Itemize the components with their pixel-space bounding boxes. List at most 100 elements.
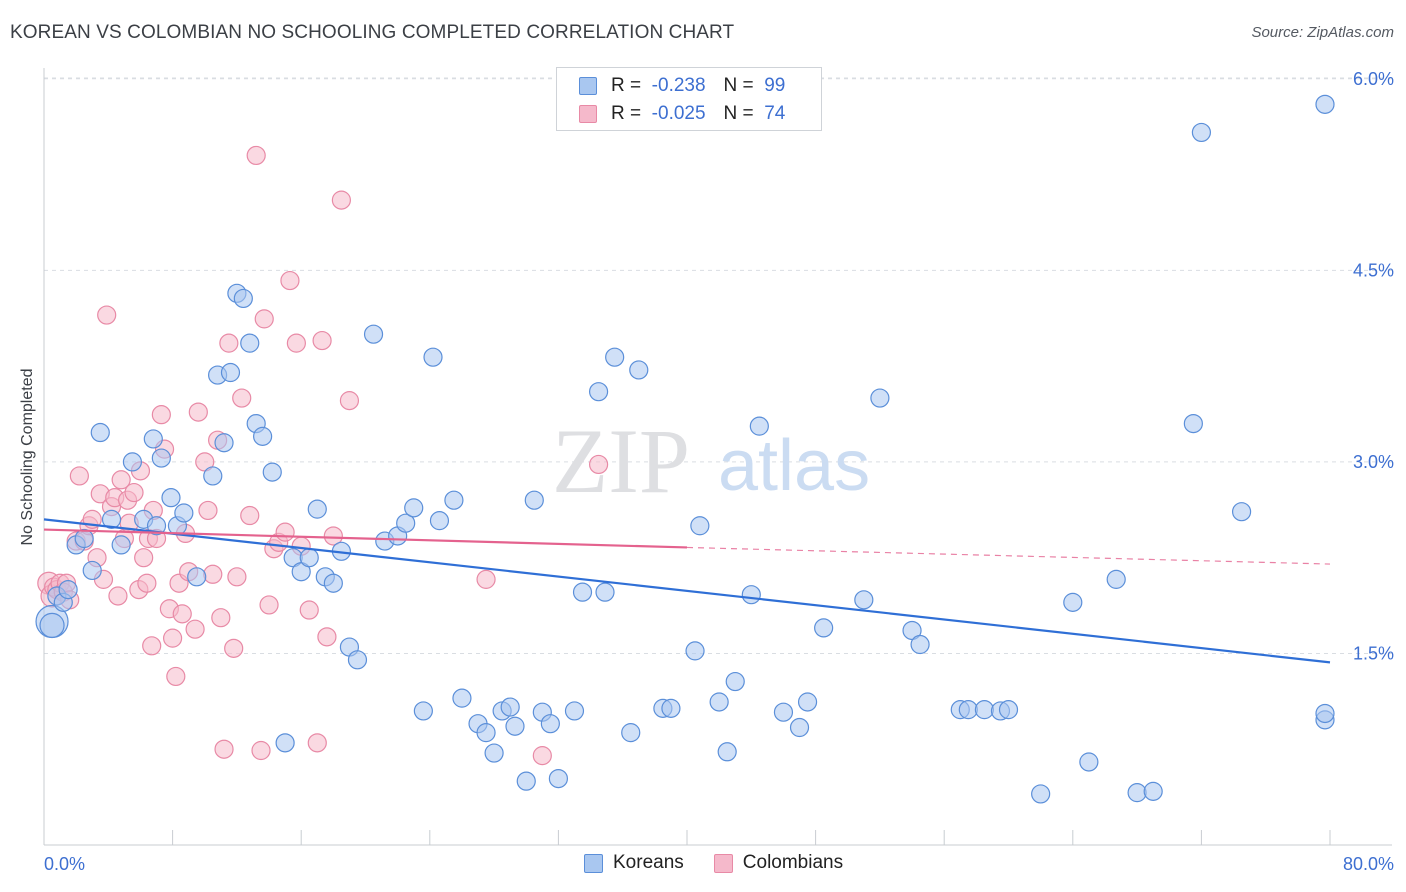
legend-row-koreans: R = -0.238 N = 99 (579, 74, 785, 98)
colombians-r-label: R = (611, 103, 642, 124)
korean-point (82, 560, 102, 581)
y-tick-label: 6.0% (1353, 69, 1394, 89)
colombian-point (211, 608, 231, 628)
colombians-legend-swatch (713, 853, 733, 873)
korean-point (323, 573, 343, 593)
colombian-point (111, 470, 131, 490)
grid-layer (44, 77, 1392, 654)
series-legend-colombians[interactable]: Colombians (713, 852, 844, 874)
y-tick-label: 4.5% (1353, 260, 1394, 280)
korean-point (725, 671, 745, 692)
korean-point (111, 535, 131, 555)
source-credit: Source: ZipAtlas.com (1251, 24, 1394, 41)
korean-point (101, 509, 122, 529)
colombian-point (134, 548, 154, 568)
korean-point (516, 771, 536, 791)
korean-point (39, 612, 65, 638)
series-legend-koreans[interactable]: Koreans (584, 852, 684, 874)
korean-point (233, 288, 253, 309)
colombian-point (280, 270, 300, 291)
korean-point (1315, 94, 1335, 114)
colombian-point (259, 595, 279, 615)
series-legend: Koreans Colombians (584, 852, 873, 874)
watermark-atlas: atlas (718, 426, 870, 506)
korean-point (220, 362, 241, 383)
colombians-trend-extension (686, 546, 1331, 565)
colombian-point (185, 619, 205, 639)
korean-point (214, 433, 234, 453)
colombian-point (214, 739, 234, 759)
colombian-point (232, 388, 252, 408)
colombian-point (172, 604, 192, 624)
korean-point (870, 388, 890, 408)
koreans-legend-label: Koreans (613, 852, 684, 873)
colombian-point (142, 636, 162, 656)
x-tick-label-max: 80.0% (1343, 854, 1394, 874)
colombian-point (198, 500, 218, 521)
colombian-point (254, 309, 274, 329)
colombians-legend-label: Colombians (742, 852, 844, 873)
korean-point (621, 723, 641, 743)
korean-point (429, 511, 450, 531)
x-tick-label-min: 0.0% (44, 854, 85, 874)
colombian-point (163, 628, 183, 648)
koreans-r-label: R = (611, 75, 642, 96)
colombian-point (151, 405, 171, 425)
korean-point (452, 688, 472, 708)
colombian-point (124, 482, 144, 503)
korean-point (588, 382, 609, 402)
korean-point (564, 701, 585, 721)
korean-point (910, 634, 930, 655)
watermark-zip: ZIP (552, 410, 690, 512)
colombian-point (227, 567, 247, 587)
korean-point (548, 768, 569, 789)
korean-point (404, 498, 424, 518)
korean-point (773, 702, 794, 722)
korean-point (74, 528, 94, 549)
korean-point (1143, 781, 1163, 801)
korean-point (690, 516, 710, 536)
colombian-point (188, 402, 208, 422)
korean-point (151, 448, 171, 468)
korean-point (275, 733, 295, 753)
colombian-point (275, 522, 295, 542)
colombian-point (339, 391, 360, 411)
korean-point (1106, 569, 1126, 589)
korean-point (974, 700, 994, 720)
korean-point (1191, 122, 1212, 143)
korean-point (423, 347, 443, 367)
korean-point (203, 466, 223, 486)
korean-point (1031, 784, 1051, 804)
korean-point (685, 641, 705, 661)
colombian-point (224, 638, 244, 658)
korean-point (396, 513, 416, 533)
y-tick-label: 3.0% (1353, 452, 1394, 472)
korean-point (240, 333, 260, 353)
colombian-point (251, 740, 271, 761)
colombian-point (219, 333, 239, 353)
korean-point (1183, 413, 1203, 434)
korean-point (572, 582, 593, 602)
korean-point (958, 700, 978, 720)
colombians-n-value: 74 (764, 103, 786, 124)
colombian-point (312, 330, 332, 351)
korean-point (661, 698, 681, 718)
korean-point (797, 692, 818, 712)
colombians-points (37, 145, 609, 766)
korean-point (605, 347, 625, 367)
korean-point (741, 585, 761, 605)
korean-point (1315, 703, 1335, 724)
korean-point (299, 548, 319, 568)
colombians-trend-line (43, 528, 688, 549)
colombian-point (476, 569, 496, 589)
colombian-point (323, 526, 343, 546)
colombian-point (203, 564, 223, 584)
korean-point (484, 743, 504, 763)
korean-point (524, 490, 544, 510)
korean-point (187, 567, 207, 587)
koreans-n-label: N = (723, 75, 754, 96)
korean-point (595, 582, 615, 602)
koreans-trend-line (43, 518, 1331, 664)
colombian-point (108, 586, 128, 606)
